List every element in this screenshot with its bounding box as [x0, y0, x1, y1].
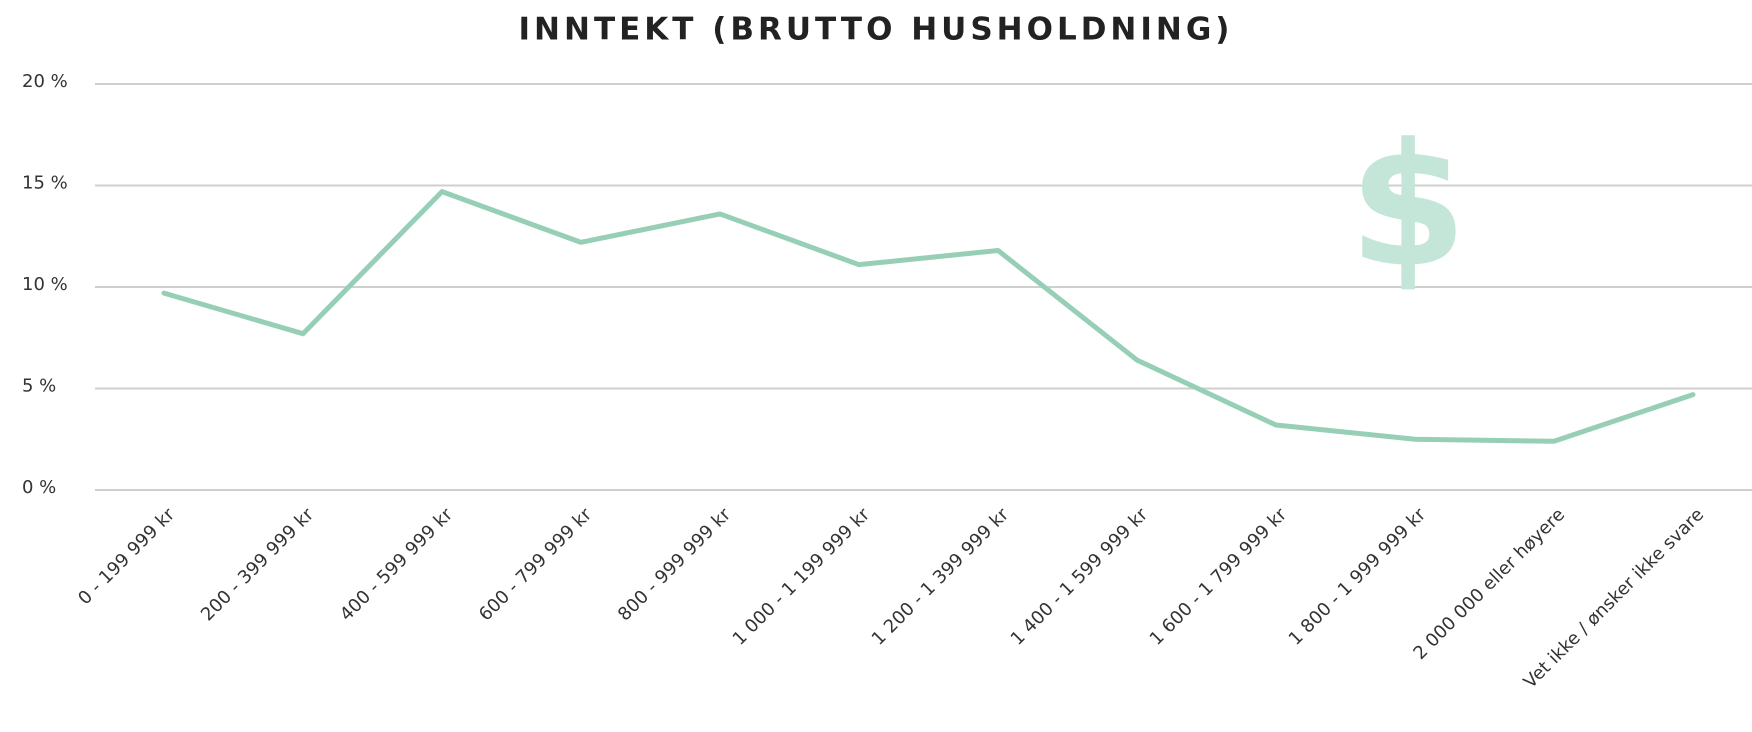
y-tick-label: 15 % — [22, 173, 68, 194]
x-tick-label: 0 - 199 999 kr — [74, 504, 179, 609]
x-tick-label: 2 000 000 eller høyere — [1409, 504, 1569, 664]
x-tick-label: 400 - 599 999 kr — [336, 504, 458, 626]
y-tick-label: 10 % — [22, 274, 68, 295]
x-tick-label: 1 400 - 1 599 999 kr — [1007, 504, 1153, 650]
y-tick-label: 20 % — [22, 71, 68, 92]
x-tick-label: 600 - 799 999 kr — [475, 504, 597, 626]
x-tick-label: 800 - 999 999 kr — [614, 504, 736, 626]
chart-title: INNTEKT (BRUTTO HUSHOLDNING) — [519, 12, 1234, 48]
x-tick-label: 1 800 - 1 999 999 kr — [1285, 504, 1431, 650]
x-tick-label: 1 000 - 1 199 999 kr — [729, 504, 875, 650]
line — [161, 189, 1696, 444]
dollar-icon: $ — [1349, 107, 1467, 305]
x-tick-label: 1 600 - 1 799 999 kr — [1146, 504, 1292, 650]
y-tick-label: 0 % — [22, 477, 56, 498]
y-tick-label: 5 % — [22, 376, 56, 397]
x-tick-label: 1 200 - 1 399 999 kr — [868, 504, 1014, 650]
x-tick-label: 200 - 399 999 kr — [197, 504, 319, 626]
